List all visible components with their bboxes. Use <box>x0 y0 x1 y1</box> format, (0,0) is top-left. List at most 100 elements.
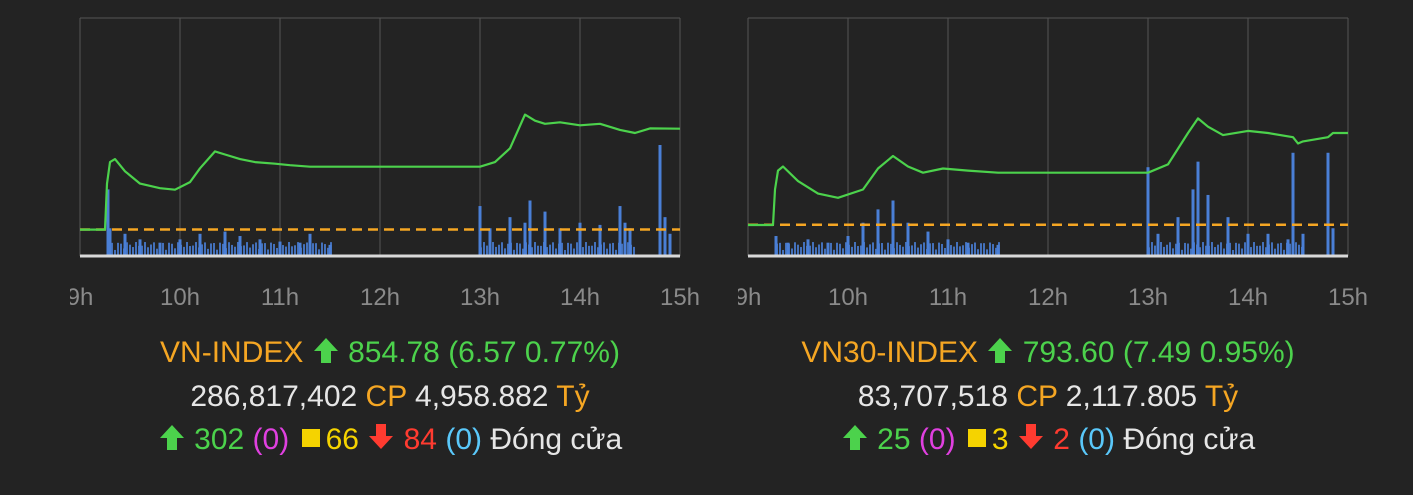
volume-bar <box>321 242 323 256</box>
volume-bar <box>815 247 817 256</box>
volume-bar <box>315 243 317 256</box>
volume-bar <box>891 200 895 256</box>
volume-bar <box>222 243 224 256</box>
arrow-down-icon <box>367 423 395 459</box>
volume-bar <box>1175 243 1177 256</box>
volume-bar <box>294 245 296 256</box>
volume-bar <box>1280 242 1282 256</box>
volume-bar <box>872 242 874 256</box>
volume-bar <box>881 243 883 256</box>
volume-bar <box>854 242 856 256</box>
volume-bar <box>1156 233 1160 256</box>
volume-bar <box>794 242 796 256</box>
volume-bar <box>144 242 146 256</box>
volume-bar <box>273 243 275 256</box>
ceiling-count: (0) <box>918 423 956 456</box>
volume-bar <box>1190 248 1192 256</box>
index-change: (7.49 0.95%) <box>1122 336 1295 369</box>
volume-bar <box>992 244 994 256</box>
volume-bar <box>1253 242 1255 256</box>
volume-bar <box>986 249 988 256</box>
volume-bar <box>893 248 895 256</box>
volume-bar <box>129 244 131 256</box>
volume-bar <box>1205 245 1207 256</box>
volume-bar <box>1160 242 1162 256</box>
volume-bar <box>546 247 548 256</box>
volume-bar <box>183 246 185 256</box>
volume-bar <box>836 242 838 256</box>
volume-bar <box>962 245 964 256</box>
volume-bar <box>204 242 206 256</box>
volume-bar <box>863 242 865 256</box>
volume-bar <box>579 244 581 256</box>
volume-bar <box>243 245 245 256</box>
volume-bar <box>501 242 503 256</box>
volume-bar <box>809 245 811 256</box>
volume-bar <box>908 246 910 256</box>
index-name: VN-INDEX <box>160 336 304 369</box>
x-tick-label: 9h <box>738 284 761 311</box>
arrow-up-icon <box>841 423 869 459</box>
volume-bar <box>944 247 946 256</box>
volume-bar <box>905 242 907 256</box>
volume-bar <box>543 211 547 256</box>
floor-count: (0) <box>1078 423 1115 456</box>
volume-bar <box>238 236 242 256</box>
volume-bar <box>857 246 859 256</box>
volume-bar <box>216 249 218 256</box>
volume-bar <box>980 243 982 256</box>
volume-bar <box>1286 242 1288 256</box>
volume-bar <box>830 242 832 256</box>
volume-bar <box>246 242 248 256</box>
volume-bar <box>902 246 904 256</box>
vn30-index-chart: 9h 10h 11h 12h 13h 14h 15h <box>738 17 1368 311</box>
floor-count: (0) <box>445 423 483 456</box>
volume-bar <box>555 248 557 256</box>
volume-bar <box>887 242 889 256</box>
breadth-summary: 25 (0) 3 2 (0) Đóng cửa <box>708 423 1388 459</box>
volume-bar <box>920 244 922 256</box>
turnover-value: 4,958.882 <box>415 380 549 413</box>
volume-bar <box>606 248 608 256</box>
volume-bar <box>576 242 578 256</box>
volume-bar <box>878 243 880 256</box>
volume-bar <box>1301 246 1303 256</box>
volume-bar <box>261 243 263 256</box>
volume-bar <box>588 245 590 256</box>
volume-bar <box>570 243 572 256</box>
volume-bar <box>279 242 281 256</box>
x-tick-label: 12h <box>1028 284 1068 311</box>
volume-bar <box>938 242 940 256</box>
volume-bar <box>573 248 575 256</box>
volume-bar <box>534 242 536 256</box>
volume-bar <box>658 145 662 256</box>
volume-bar <box>558 243 560 256</box>
volume-bar <box>1191 189 1195 256</box>
volume-bar <box>1166 244 1168 256</box>
volume-summary: 286,817,402 CP 4,958.882 Tỷ <box>50 380 730 414</box>
volume-value: 286,817,402 <box>190 380 358 413</box>
volume-bar <box>1241 248 1243 256</box>
volume-bar <box>252 244 254 256</box>
x-tick-label: 14h <box>1228 284 1268 311</box>
volume-bar <box>1151 242 1153 256</box>
arrow-up-icon <box>986 336 1014 372</box>
volume-bar <box>663 217 667 256</box>
volume-bar <box>228 242 230 256</box>
volume-bar <box>1262 242 1264 256</box>
volume-bar <box>1298 244 1300 256</box>
volume-bar <box>165 249 167 256</box>
market-status: Đóng cửa <box>1123 423 1256 456</box>
volume-bar <box>195 242 197 256</box>
volume-bar <box>959 246 961 256</box>
volume-bar <box>537 245 539 256</box>
volume-bar <box>198 233 202 256</box>
x-tick-label: 12h <box>360 284 400 311</box>
volume-bar <box>1208 245 1210 256</box>
volume-bar <box>552 242 554 256</box>
volume-bar <box>968 247 970 256</box>
volume-bar <box>1211 242 1213 256</box>
volume-bar <box>971 244 973 256</box>
index-value: 854.78 <box>348 336 440 369</box>
volume-bar <box>513 249 515 256</box>
